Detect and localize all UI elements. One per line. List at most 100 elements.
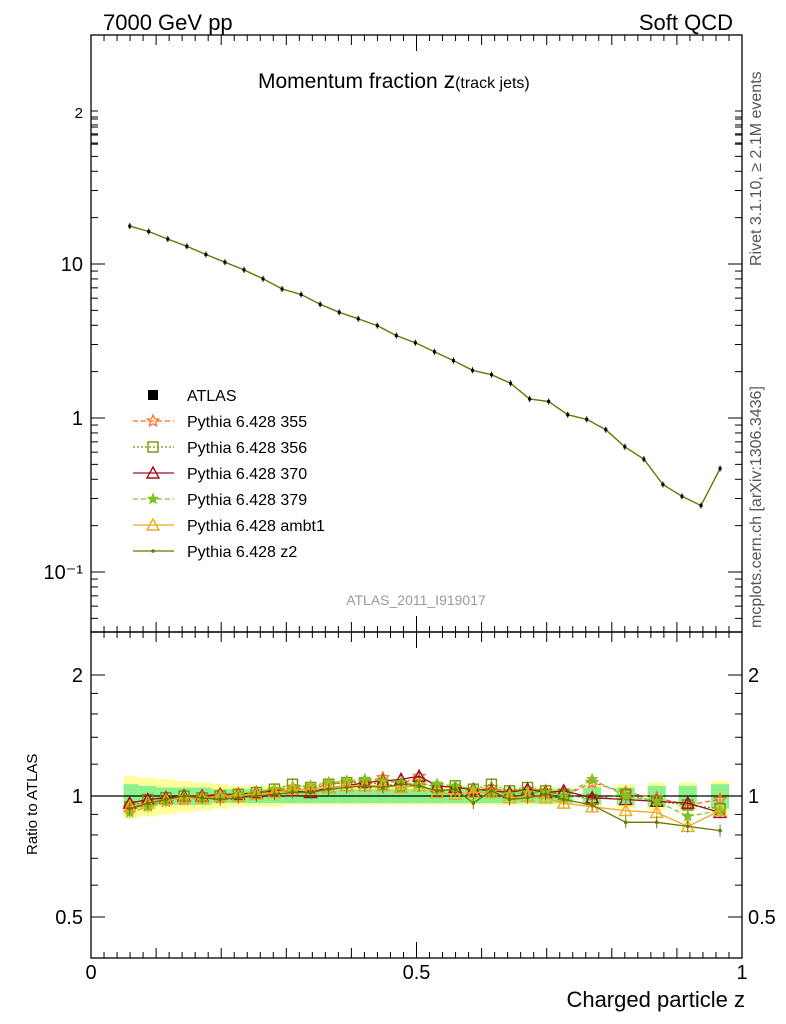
ratio-point-ambt1 xyxy=(712,803,728,817)
ratio-point-z2 xyxy=(290,790,295,795)
main-title-text: Momentum fraction xyxy=(258,70,444,93)
energy-label: 7000 GeV pp xyxy=(103,10,233,35)
main-data-point xyxy=(642,457,646,461)
ratio-y-tick-label: 1 xyxy=(72,786,83,808)
ratio-point-z2 xyxy=(381,785,385,790)
legend-label-p356: Pythia 6.428 356 xyxy=(187,440,307,457)
legend-label-p355: Pythia 6.428 355 xyxy=(187,414,307,431)
ratio-point-z2 xyxy=(489,789,494,793)
ratio-point-z2 xyxy=(718,828,722,833)
main-data-point xyxy=(566,413,570,417)
main-series-layer xyxy=(128,223,722,509)
main-data-point xyxy=(375,324,379,328)
ratio-point-z2 xyxy=(543,792,548,797)
ratio-point-z2 xyxy=(146,801,150,805)
main-data-point xyxy=(356,317,360,321)
side-label-bottom: mcplots.cern.ch [arXiv:1306.3436] xyxy=(748,386,765,628)
main-data-point xyxy=(299,292,303,296)
main-data-point xyxy=(585,417,589,421)
ratio-ylabel: Ratio to ATLAS xyxy=(24,754,41,855)
ratio-point-z2 xyxy=(363,784,367,788)
ratio-point-z2 xyxy=(272,792,277,797)
main-data-point xyxy=(166,237,170,241)
main-data-point xyxy=(471,368,475,372)
main-data-point xyxy=(128,224,132,228)
legend-label-ambt1: Pythia 6.428 ambt1 xyxy=(187,518,325,535)
main-data-point xyxy=(547,399,551,403)
ratio-point-ambt1 xyxy=(556,795,571,809)
main-data-point xyxy=(509,381,513,385)
ratio-series-layer xyxy=(122,768,728,837)
main-series-line xyxy=(129,225,721,507)
axes-layer: 2 10 1 10⁻¹ 0 0.5 1 2 2 1 1 0.5 0.5 xyxy=(44,35,776,984)
main-y-tick-label: 10 xyxy=(61,254,83,276)
ratio-point-z2 xyxy=(685,824,690,829)
ratio-y-tick-label-right: 1 xyxy=(748,786,759,808)
main-data-point xyxy=(337,310,341,314)
legend-marker-p355 xyxy=(145,413,161,428)
main-title-var: z xyxy=(444,67,456,93)
ratio-point-ambt1 xyxy=(538,790,553,804)
ratio-point-p379 xyxy=(619,789,632,802)
main-data-point xyxy=(204,253,208,257)
ratio-point-z2 xyxy=(218,797,222,802)
ratio-point-p379 xyxy=(650,794,663,807)
ratio-x-tick-label: 0.5 xyxy=(403,962,431,984)
main-data-point xyxy=(528,397,532,401)
main-y-tick-label: 10⁻¹ xyxy=(44,562,84,584)
ratio-y-tick-label-right: 2 xyxy=(748,665,759,687)
ratio-point-ambt1 xyxy=(618,803,633,817)
main-data-point xyxy=(147,230,151,234)
main-y-tick-label: 2 xyxy=(75,105,83,122)
main-data-point xyxy=(680,494,684,498)
ratio-y-tick-label: 0.5 xyxy=(55,907,83,929)
ratio-point-z2 xyxy=(561,797,566,802)
main-data-point xyxy=(451,359,455,363)
legend-marker-p356 xyxy=(147,441,159,453)
legend-marker-data xyxy=(148,390,158,400)
ratio-point-z2 xyxy=(623,820,628,825)
ratio-point-z2 xyxy=(654,820,659,825)
main-data-point xyxy=(490,373,494,377)
ratio-plot-frame xyxy=(90,631,743,959)
main-data-point xyxy=(242,268,246,272)
ratio-point-z2 xyxy=(590,803,594,807)
ratio-point-z2 xyxy=(471,801,476,805)
legend-label-p370: Pythia 6.428 370 xyxy=(187,466,307,483)
ratio-point-ambt1 xyxy=(393,780,409,794)
legend-label-z2: Pythia 6.428 z2 xyxy=(187,544,297,561)
legend-marker-z2 xyxy=(151,549,155,553)
ratio-xlabel: Charged particle z xyxy=(566,987,745,1012)
ratio-point-z2 xyxy=(344,785,349,790)
main-title: Momentum fraction z(track jets) xyxy=(258,67,530,93)
analysis-label: ATLAS_2011_I919017 xyxy=(346,592,486,608)
main-plot-frame xyxy=(90,34,743,633)
ratio-point-z2 xyxy=(435,789,439,793)
main-data-point xyxy=(604,428,608,432)
ratio-y-tick-label-right: 0.5 xyxy=(748,907,776,929)
ratio-point-ambt1 xyxy=(448,786,463,800)
category-label: Soft QCD xyxy=(639,10,733,35)
ratio-point-z2 xyxy=(417,784,421,788)
ratio-point-p379 xyxy=(681,809,694,822)
ratio-point-z2 xyxy=(326,787,331,791)
side-label-top: Rivet 3.1.10, ≥ 2.1M events xyxy=(748,71,765,266)
ratio-point-z2 xyxy=(399,782,403,786)
main-data-point xyxy=(261,277,265,281)
main-data-point xyxy=(718,466,722,470)
main-data-point xyxy=(661,482,665,486)
ratio-point-z2 xyxy=(127,806,132,811)
ratio-point-p379 xyxy=(585,772,599,785)
legend: ATLAS Pythia 6.428 355 Pythia 6.428 356 Pyt… xyxy=(133,388,325,561)
ratio-series-line-z2 xyxy=(129,783,721,832)
legend-marker-p379 xyxy=(146,492,160,505)
main-data-point xyxy=(432,350,436,354)
ratio-point-z2 xyxy=(453,787,458,791)
main-y-tick-label: 1 xyxy=(72,408,83,430)
main-title-sub: (track jets) xyxy=(455,75,530,92)
main-data-point xyxy=(413,341,417,345)
main-data-point xyxy=(185,244,189,248)
legend-label-p379: Pythia 6.428 379 xyxy=(187,492,307,509)
main-data-point xyxy=(280,287,284,291)
